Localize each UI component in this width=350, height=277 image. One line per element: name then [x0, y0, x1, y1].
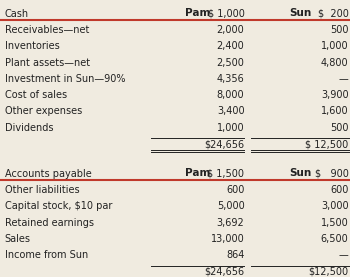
Text: Cash: Cash — [5, 9, 29, 19]
Text: 4,356: 4,356 — [217, 74, 244, 84]
Text: 6,500: 6,500 — [321, 234, 349, 244]
Text: 2,500: 2,500 — [217, 58, 244, 68]
Text: Cost of sales: Cost of sales — [5, 90, 67, 100]
Text: $ 1,500: $ 1,500 — [208, 169, 244, 179]
Text: 3,400: 3,400 — [217, 106, 244, 117]
Text: Income from Sun: Income from Sun — [5, 250, 88, 260]
Text: 3,900: 3,900 — [321, 90, 349, 100]
Text: Dividends: Dividends — [5, 123, 53, 133]
Text: 600: 600 — [226, 185, 244, 195]
Text: 2,400: 2,400 — [217, 41, 244, 51]
Text: $24,656: $24,656 — [204, 267, 244, 277]
Text: 600: 600 — [330, 185, 349, 195]
Text: 5,000: 5,000 — [217, 201, 244, 211]
Text: 1,600: 1,600 — [321, 106, 349, 117]
Text: Retained earnings: Retained earnings — [5, 218, 94, 228]
Text: Sun: Sun — [289, 168, 311, 178]
Text: 1,000: 1,000 — [321, 41, 349, 51]
Text: Pam: Pam — [185, 168, 210, 178]
Text: Capital stock, $10 par: Capital stock, $10 par — [5, 201, 112, 211]
Text: 500: 500 — [330, 25, 349, 35]
Text: Other liabilities: Other liabilities — [5, 185, 79, 195]
Text: Investment in Sun—90%: Investment in Sun—90% — [5, 74, 125, 84]
Text: Receivables—net: Receivables—net — [5, 25, 89, 35]
Text: —: — — [339, 74, 349, 84]
Text: $12,500: $12,500 — [308, 267, 349, 277]
Text: 4,800: 4,800 — [321, 58, 349, 68]
Text: 13,000: 13,000 — [211, 234, 244, 244]
Text: Sales: Sales — [5, 234, 31, 244]
Text: 3,692: 3,692 — [217, 218, 244, 228]
Text: Other expenses: Other expenses — [5, 106, 82, 117]
Text: Plant assets—net: Plant assets—net — [5, 58, 90, 68]
Text: 1,000: 1,000 — [217, 123, 244, 133]
Text: 864: 864 — [226, 250, 244, 260]
Text: Accounts payable: Accounts payable — [5, 169, 92, 179]
Text: 8,000: 8,000 — [217, 90, 244, 100]
Text: $  200: $ 200 — [318, 9, 349, 19]
Text: 3,000: 3,000 — [321, 201, 349, 211]
Text: $24,656: $24,656 — [204, 139, 244, 149]
Text: Inventories: Inventories — [5, 41, 60, 51]
Text: Sun: Sun — [289, 8, 311, 18]
Text: 1,500: 1,500 — [321, 218, 349, 228]
Text: —: — — [339, 250, 349, 260]
Text: Pam: Pam — [185, 8, 210, 18]
Text: 2,000: 2,000 — [217, 25, 244, 35]
Text: $ 12,500: $ 12,500 — [305, 139, 349, 149]
Text: 500: 500 — [330, 123, 349, 133]
Text: $ 1,000: $ 1,000 — [208, 9, 244, 19]
Text: $   900: $ 900 — [315, 169, 349, 179]
